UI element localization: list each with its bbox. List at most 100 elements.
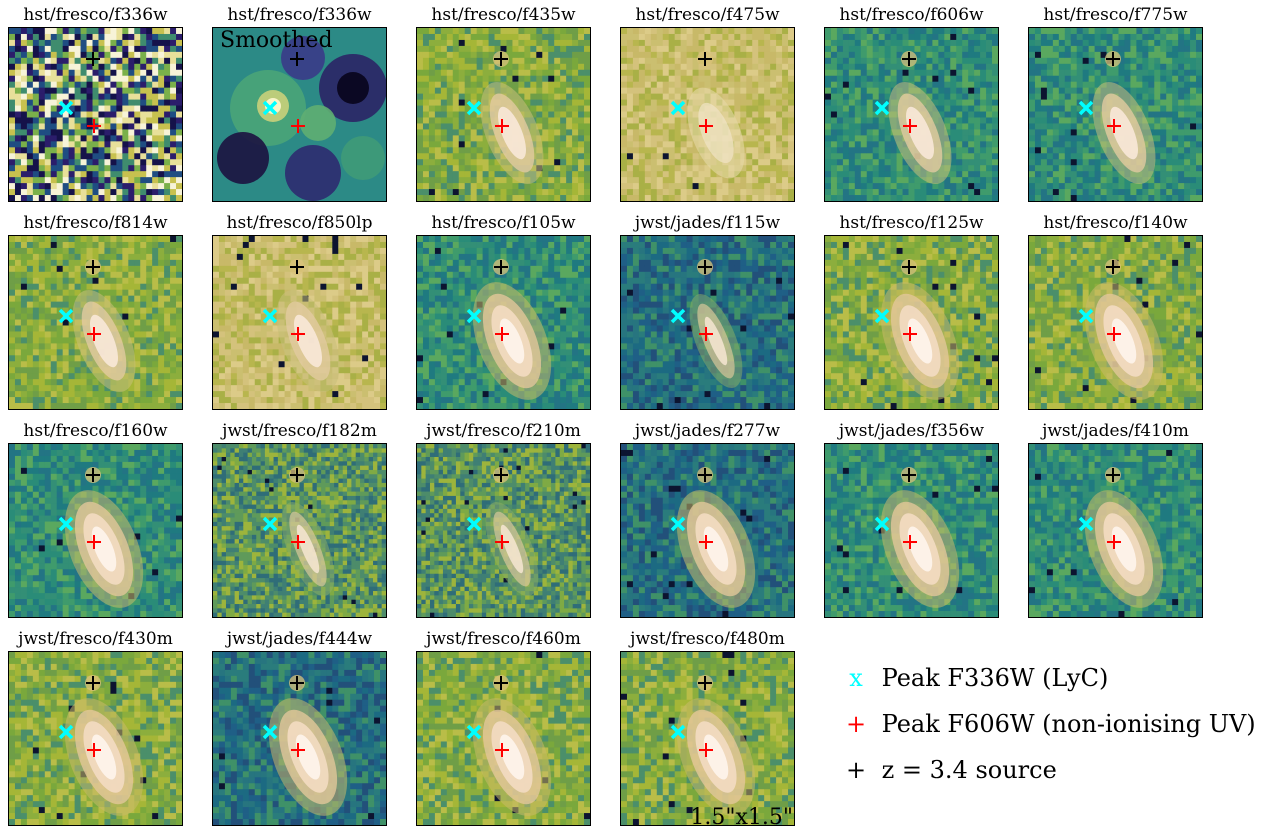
cutout-image bbox=[416, 27, 591, 202]
panel-title: jwst/fresco/f210m bbox=[404, 419, 603, 443]
cutout-panel: hst/fresco/f105w bbox=[416, 211, 591, 413]
panel-title: hst/fresco/f775w bbox=[1016, 3, 1215, 27]
cutout-image bbox=[416, 443, 591, 618]
cutout-panel: jwst/fresco/f210m bbox=[416, 419, 591, 621]
cutout-panel: hst/fresco/f814w bbox=[8, 211, 183, 413]
cutout-panel: jwst/fresco/f430m bbox=[8, 627, 183, 829]
cutout-image-svg bbox=[213, 652, 386, 825]
cutout-image-svg bbox=[621, 28, 794, 201]
panel-title: hst/fresco/f105w bbox=[404, 211, 603, 235]
cutout-panel: hst/fresco/f160w bbox=[8, 419, 183, 621]
cutout-image bbox=[824, 27, 999, 202]
panel-title: hst/fresco/f606w bbox=[812, 3, 1011, 27]
legend-label: Peak F606W (non-ionising UV) bbox=[882, 710, 1256, 738]
cutout-panel: hst/fresco/f775w bbox=[1028, 3, 1203, 205]
cyan-x-marker-icon: x bbox=[838, 658, 874, 698]
cutout-image-svg bbox=[213, 236, 386, 409]
cutout-image-svg bbox=[9, 236, 182, 409]
cutout-image bbox=[212, 651, 387, 826]
panel-title: jwst/fresco/f460m bbox=[404, 627, 603, 651]
cutout-image-svg bbox=[417, 28, 590, 201]
cutout-image bbox=[8, 443, 183, 618]
black-plus-marker-icon: + bbox=[838, 750, 874, 790]
cutout-image bbox=[620, 651, 795, 826]
cutout-image-svg bbox=[213, 28, 386, 201]
legend-item-uv-peak: + Peak F606W (non-ionising UV) bbox=[838, 704, 1256, 744]
panel-title: hst/fresco/f140w bbox=[1016, 211, 1215, 235]
cutout-panel: jwst/fresco/f460m bbox=[416, 627, 591, 829]
cutout-image bbox=[416, 235, 591, 410]
legend-label: z = 3.4 source bbox=[882, 756, 1057, 784]
cutout-image bbox=[620, 443, 795, 618]
cutout-image-svg bbox=[825, 236, 998, 409]
panel-title: jwst/jades/f115w bbox=[608, 211, 807, 235]
cutout-panel: hst/fresco/f850lp bbox=[212, 211, 387, 413]
cutout-image-svg bbox=[9, 652, 182, 825]
cutout-image bbox=[212, 443, 387, 618]
panel-title: jwst/fresco/f182m bbox=[200, 419, 399, 443]
cutout-image-svg bbox=[621, 236, 794, 409]
cutout-image-svg bbox=[9, 28, 182, 201]
panel-title: jwst/jades/f356w bbox=[812, 419, 1011, 443]
cutout-panel: hst/fresco/f435w bbox=[416, 3, 591, 205]
cutout-panel: hst/fresco/f606w bbox=[824, 3, 999, 205]
panel-title: hst/fresco/f160w bbox=[0, 419, 195, 443]
panel-title: jwst/fresco/f480m bbox=[608, 627, 807, 651]
scale-label: 1.5"x1.5" bbox=[690, 807, 793, 829]
cutout-image-svg bbox=[417, 444, 590, 617]
cutout-image bbox=[8, 27, 183, 202]
legend-label: Peak F336W (LyC) bbox=[882, 664, 1109, 692]
cutout-image-svg bbox=[417, 652, 590, 825]
cutout-image-svg bbox=[825, 444, 998, 617]
cutout-image bbox=[824, 443, 999, 618]
panel-title: hst/fresco/f336w bbox=[200, 3, 399, 27]
cutout-image-svg bbox=[1029, 28, 1202, 201]
cutout-image bbox=[416, 651, 591, 826]
panel-title: jwst/jades/f444w bbox=[200, 627, 399, 651]
cutout-image-svg bbox=[213, 444, 386, 617]
cutout-panel: hst/fresco/f336w bbox=[8, 3, 183, 205]
cutout-panel: hst/fresco/f125w bbox=[824, 211, 999, 413]
panel-title: jwst/jades/f410m bbox=[1016, 419, 1215, 443]
cutout-image-svg bbox=[417, 236, 590, 409]
panel-title: hst/fresco/f125w bbox=[812, 211, 1011, 235]
cutout-image bbox=[8, 235, 183, 410]
cutout-panel: jwst/jades/f444w bbox=[212, 627, 387, 829]
legend: x Peak F336W (LyC) + Peak F606W (non-ion… bbox=[838, 658, 1258, 798]
red-plus-marker-icon: + bbox=[838, 704, 874, 744]
cutout-image-svg bbox=[1029, 236, 1202, 409]
cutout-panel: jwst/jades/f277w bbox=[620, 419, 795, 621]
cutout-panel: hst/fresco/f475w bbox=[620, 3, 795, 205]
cutout-panel: jwst/jades/f356w bbox=[824, 419, 999, 621]
cutout-image-svg bbox=[825, 28, 998, 201]
panel-title: hst/fresco/f850lp bbox=[200, 211, 399, 235]
cutout-image bbox=[212, 27, 387, 202]
cutout-panel: hst/fresco/f140w bbox=[1028, 211, 1203, 413]
cutout-image bbox=[8, 651, 183, 826]
cutout-image-svg bbox=[621, 652, 794, 825]
legend-item-z34-source: + z = 3.4 source bbox=[838, 750, 1057, 790]
cutout-panel: jwst/fresco/f182m bbox=[212, 419, 387, 621]
cutout-image-svg bbox=[1029, 444, 1202, 617]
smoothed-label: Smoothed bbox=[220, 30, 333, 52]
panel-title: hst/fresco/f475w bbox=[608, 3, 807, 27]
cutout-image bbox=[212, 235, 387, 410]
cutout-image-svg bbox=[9, 444, 182, 617]
cutout-image-svg bbox=[621, 444, 794, 617]
panel-title: hst/fresco/f435w bbox=[404, 3, 603, 27]
panel-title: jwst/fresco/f430m bbox=[0, 627, 195, 651]
cutout-panel: jwst/jades/f410m bbox=[1028, 419, 1203, 621]
cutout-image bbox=[824, 235, 999, 410]
cutout-image bbox=[1028, 235, 1203, 410]
cutout-image bbox=[1028, 27, 1203, 202]
panel-title: hst/fresco/f814w bbox=[0, 211, 195, 235]
cutout-image bbox=[1028, 443, 1203, 618]
legend-item-lyc-peak: x Peak F336W (LyC) bbox=[838, 658, 1108, 698]
cutout-panel: jwst/jades/f115w bbox=[620, 211, 795, 413]
cutout-image bbox=[620, 235, 795, 410]
cutout-image bbox=[620, 27, 795, 202]
panel-title: hst/fresco/f336w bbox=[0, 3, 195, 27]
panel-title: jwst/jades/f277w bbox=[608, 419, 807, 443]
